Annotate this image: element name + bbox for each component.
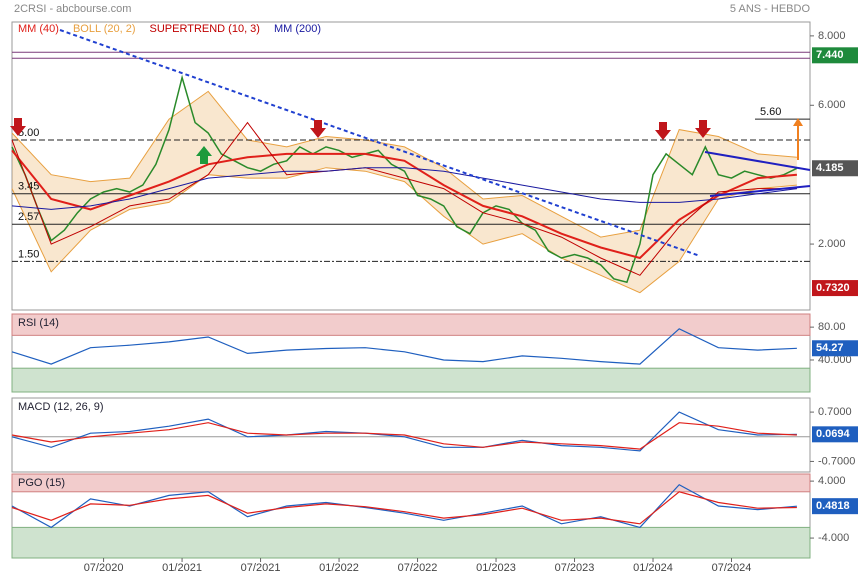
value-box [812, 47, 858, 64]
y-tick-label: -0.7000 [818, 455, 855, 467]
trend-line [59, 29, 701, 257]
value-box [812, 340, 858, 357]
plot-layer: 2.000 6.000 8.000 5.00 3.45 2.57 1.50 5.60 MM (4… [11, 21, 858, 574]
x-tick-label: 07/2021 [241, 562, 281, 574]
panel-frame [11, 397, 811, 473]
value-box [812, 160, 858, 177]
price-line [11, 74, 798, 284]
panel-title: RSI (14) [18, 317, 59, 329]
y-tick-label: 8.000 [818, 30, 846, 42]
boll-fill [12, 91, 797, 293]
period: 5 ANS - HEBDO [730, 3, 811, 15]
annotations [10, 29, 811, 257]
value-box-label: 4.185 [816, 162, 844, 174]
panel-title: PGO (15) [18, 477, 65, 489]
value-box [812, 498, 858, 515]
value-box-label: 7.440 [816, 49, 844, 61]
level-label: 1.50 [18, 248, 39, 260]
x-tick-label: 01/2024 [633, 562, 673, 574]
sell-arrow [695, 120, 711, 138]
target-arrow [793, 118, 803, 160]
x-tick-label: 01/2022 [319, 562, 359, 574]
triangle-line [704, 151, 811, 171]
value-box-label: 54.27 [816, 342, 844, 354]
x-tick-label: 07/2024 [712, 562, 752, 574]
level-label: 2.57 [18, 211, 39, 223]
indicator-line [11, 483, 797, 529]
x-tick-label: 07/2023 [555, 562, 595, 574]
boll-lower [11, 167, 797, 294]
oversold-zone [11, 367, 811, 393]
y-tick-label: 0.7000 [818, 406, 852, 418]
mm200-line [11, 167, 797, 210]
value-box [812, 426, 858, 443]
value-box-label: 0.7320 [816, 282, 850, 294]
sell-arrow [310, 120, 326, 138]
level-label: 5.00 [18, 127, 39, 139]
overbought-zone [11, 473, 811, 493]
signal-line [11, 422, 797, 450]
x-tick-label: 01/2021 [162, 562, 202, 574]
value-box-label: 0.0694 [816, 428, 851, 440]
indicator-line [11, 328, 797, 365]
legend-entry: MM (40) [18, 23, 59, 35]
value-box [812, 280, 858, 297]
target-label: 5.60 [760, 106, 781, 118]
y-tick-label: 6.000 [818, 99, 846, 111]
sell-arrow [655, 122, 671, 140]
y-tick-label: -4.000 [818, 532, 849, 544]
mm40-line [11, 149, 797, 260]
sell-arrow [10, 118, 26, 136]
y-tick-label: 80.00 [818, 321, 846, 333]
triangle-line [709, 185, 811, 197]
legend-entry: BOLL (20, 2) [73, 23, 136, 35]
boll-upper [11, 90, 797, 238]
legend-entry: SUPERTREND (10, 3) [150, 23, 260, 35]
y-tick-label: 4.000 [818, 475, 846, 487]
supertrend-line [11, 121, 797, 276]
legend-entry: MM (200) [274, 23, 321, 35]
oversold-zone [11, 526, 811, 559]
level-label: 3.45 [18, 181, 39, 193]
x-tick-label: 07/2020 [84, 562, 124, 574]
page-title: 2CRSI - abcbourse.com [14, 3, 131, 15]
overbought-zone [11, 313, 811, 336]
panel-title: MACD (12, 26, 9) [18, 401, 104, 413]
buy-arrow [196, 146, 212, 164]
y-tick-label: 40.000 [818, 354, 852, 366]
x-tick-label: 01/2023 [476, 562, 516, 574]
indicator-line [11, 411, 797, 452]
value-box-label: 0.4818 [816, 500, 850, 512]
y-tick-label: 2.000 [818, 238, 846, 250]
signal-line [11, 491, 797, 525]
x-tick-label: 07/2022 [398, 562, 438, 574]
